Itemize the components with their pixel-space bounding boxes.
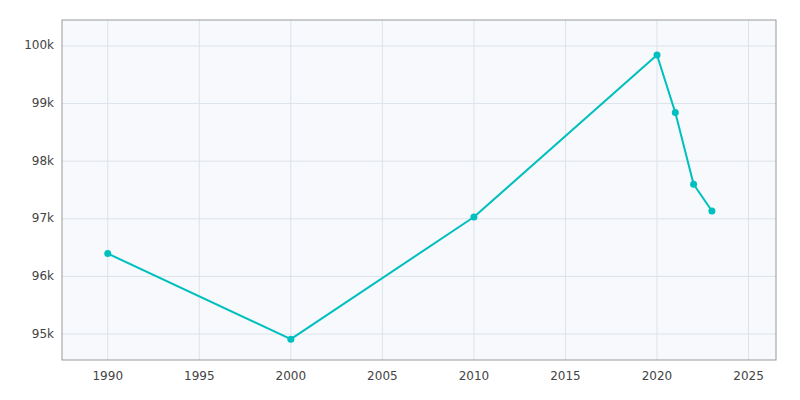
grid-line-y: [62, 103, 776, 104]
x-tick-label: 2025: [733, 369, 764, 383]
grid-line-x: [657, 20, 658, 360]
grid-line-x: [290, 20, 291, 360]
y-tick-label: 95k: [32, 327, 54, 341]
line: [108, 55, 712, 339]
point: [287, 336, 294, 343]
grid: [62, 20, 776, 360]
x-tick-label: 1995: [184, 369, 215, 383]
x-tick-label: 2005: [367, 369, 398, 383]
point: [708, 208, 715, 215]
y-tick-label: 100k: [24, 38, 54, 52]
point: [470, 213, 477, 220]
x-tick-label: 2015: [550, 369, 581, 383]
chart: 95k 96k 97k 98k 99k 100k 1990 1995 2000 2005 2010 2…: [0, 0, 800, 400]
x-tick-label: 2000: [276, 369, 307, 383]
x-tick-label: 1990: [92, 369, 123, 383]
grid-line-y: [62, 45, 776, 46]
grid-line-y: [62, 218, 776, 219]
grid-line-x: [107, 20, 108, 360]
plot-background: [62, 20, 776, 360]
y-tick-label: 96k: [32, 269, 54, 283]
y-tick-label: 97k: [32, 211, 54, 225]
y-tick-label: 99k: [32, 96, 54, 110]
grid-line-y: [62, 276, 776, 277]
grid-line-x: [199, 20, 200, 360]
point: [104, 250, 111, 257]
grid-line-x: [748, 20, 749, 360]
x-tick-label: 2020: [642, 369, 673, 383]
grid-line-x: [382, 20, 383, 360]
point: [654, 51, 661, 58]
y-tick-label: 98k: [32, 154, 54, 168]
series: [104, 51, 715, 342]
grid-line-x: [565, 20, 566, 360]
grid-line-x: [473, 20, 474, 360]
point: [690, 181, 697, 188]
grid-line-y: [62, 161, 776, 162]
axes: 95k 96k 97k 98k 99k 100k 1990 1995 2000 2005 2010 2…: [24, 38, 764, 383]
x-tick-label: 2010: [459, 369, 490, 383]
plot-frame: [62, 20, 776, 360]
grid-line-y: [62, 334, 776, 335]
point: [672, 109, 679, 116]
